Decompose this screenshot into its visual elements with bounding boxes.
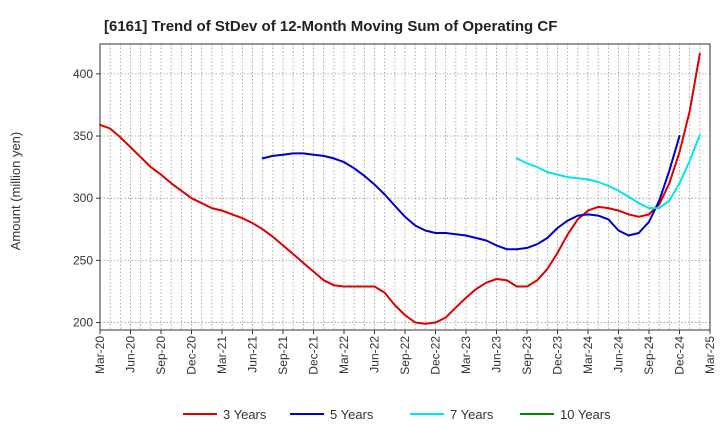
x-tick-label: Dec-20 <box>185 336 199 375</box>
x-axis: Mar-20 Jun-20 Sep-20 Dec-20 Mar-21 Jun-21 Sep-… <box>93 330 717 375</box>
legend-label-7-years: 7 Years <box>450 407 494 422</box>
x-tick-label: Mar-21 <box>215 336 229 374</box>
x-tick-label: Dec-24 <box>673 336 687 375</box>
x-tick-label: Dec-23 <box>551 336 565 375</box>
series-line-5-years <box>261 135 681 251</box>
x-tick-label: Jun-24 <box>612 336 626 373</box>
x-tick-label: Mar-22 <box>337 336 351 374</box>
legend: 3 Years 5 Years 7 Years 10 Years <box>183 407 611 422</box>
grid <box>100 44 710 330</box>
x-tick-label: Dec-22 <box>429 336 443 375</box>
x-tick-label: Jun-23 <box>490 336 504 373</box>
legend-label-10-years: 10 Years <box>560 407 611 422</box>
x-tick-label: Jun-21 <box>246 336 260 373</box>
legend-label-3-years: 3 Years <box>223 407 267 422</box>
y-axis-label: Amount (million yen) <box>8 132 23 251</box>
x-tick-label: Mar-25 <box>703 336 717 374</box>
y-tick-label: 200 <box>73 316 93 330</box>
series-line-3-years <box>99 52 701 325</box>
x-tick-label: Sep-22 <box>398 336 412 375</box>
x-tick-label: Sep-23 <box>520 336 534 375</box>
legend-label-5-years: 5 Years <box>330 407 374 422</box>
y-axis: 200 250 300 350 400 <box>73 67 100 330</box>
x-tick-label: Mar-24 <box>581 336 595 374</box>
x-tick-label: Sep-21 <box>276 336 290 375</box>
x-tick-label: Sep-20 <box>154 336 168 375</box>
chart-title: [6161] Trend of StDev of 12-Month Moving… <box>104 18 557 35</box>
series-line-7-years <box>515 133 701 210</box>
series-group <box>99 52 701 325</box>
x-tick-label: Dec-21 <box>307 336 321 375</box>
y-tick-label: 250 <box>73 253 93 267</box>
x-tick-label: Mar-20 <box>93 336 107 374</box>
y-tick-label: 300 <box>73 191 93 205</box>
x-tick-label: Jun-20 <box>124 336 138 373</box>
x-tick-label: Sep-24 <box>642 336 656 375</box>
y-tick-label: 350 <box>73 129 93 143</box>
x-tick-label: Mar-23 <box>459 336 473 374</box>
x-tick-label: Jun-22 <box>368 336 382 373</box>
y-tick-label: 400 <box>73 67 93 81</box>
